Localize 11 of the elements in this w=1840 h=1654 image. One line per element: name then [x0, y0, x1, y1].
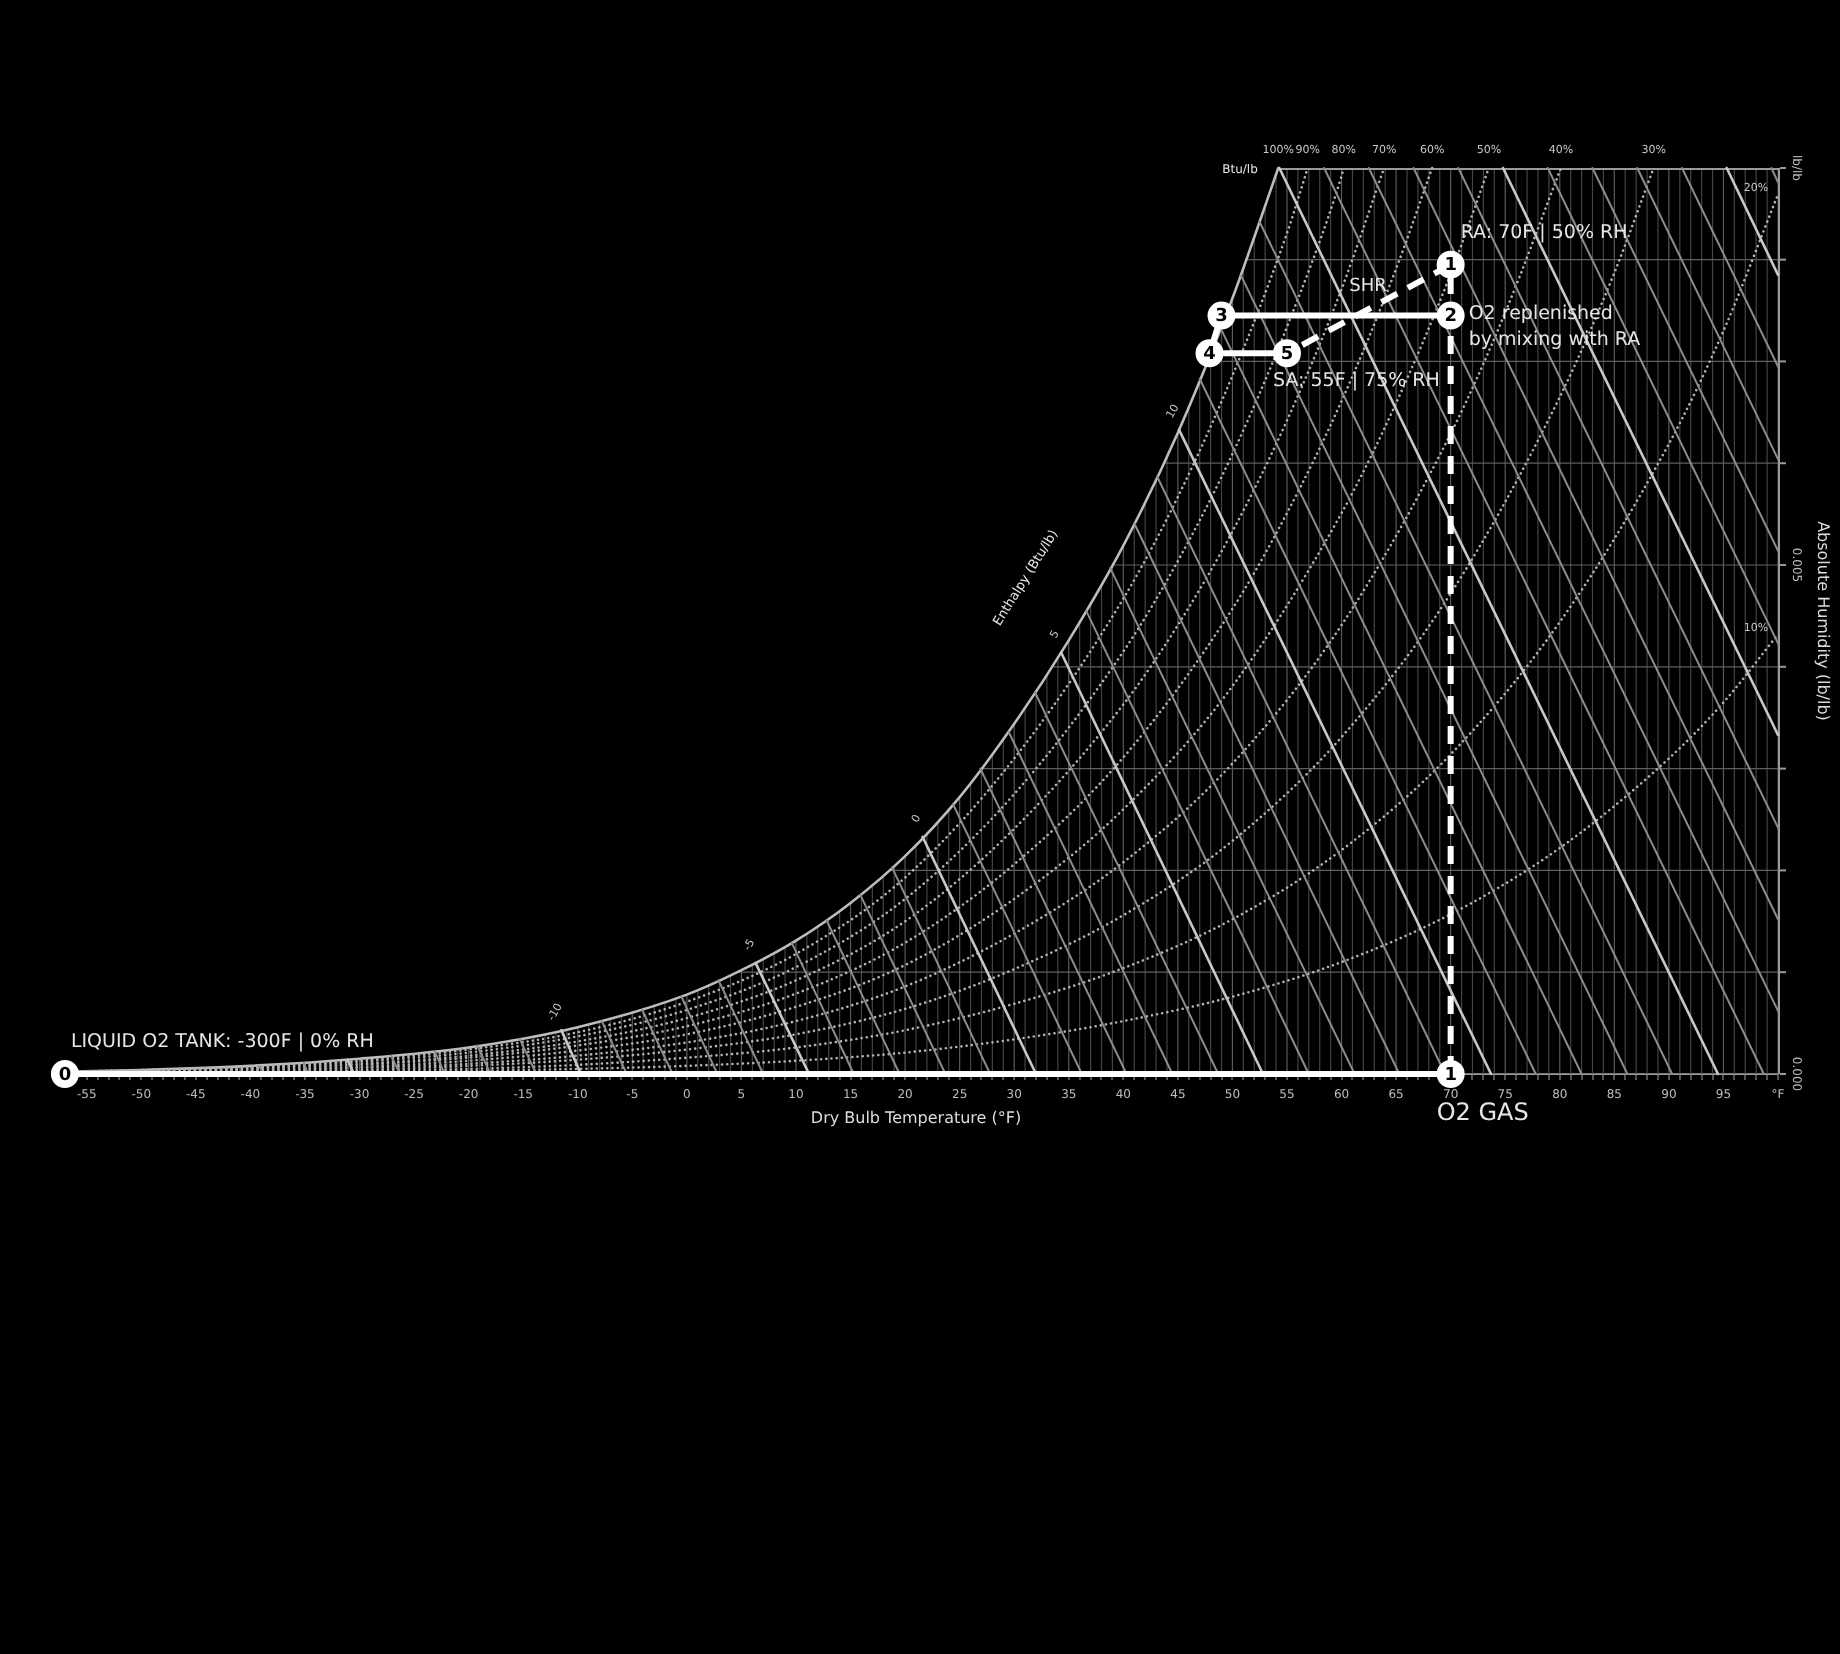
annotation: O2 GAS — [1436, 1098, 1529, 1127]
annotation: 1 — [1444, 256, 1457, 277]
annotation: 0 — [58, 1065, 72, 1086]
annotation: 1 — [1444, 1065, 1457, 1086]
annotation: 3 — [1215, 307, 1228, 328]
x-axis-title: Dry Bulb Temperature (°F) — [810, 1108, 1022, 1127]
y-axis-title: Absolute Humidity (lb/lb) — [1813, 521, 1832, 721]
annotation: 4 — [1203, 344, 1216, 365]
annotation: 5 — [1280, 344, 1294, 365]
annotation: 2 — [1444, 307, 1457, 328]
annotation: LIQUID O2 TANK: -300F | 0% RH — [70, 1030, 374, 1053]
